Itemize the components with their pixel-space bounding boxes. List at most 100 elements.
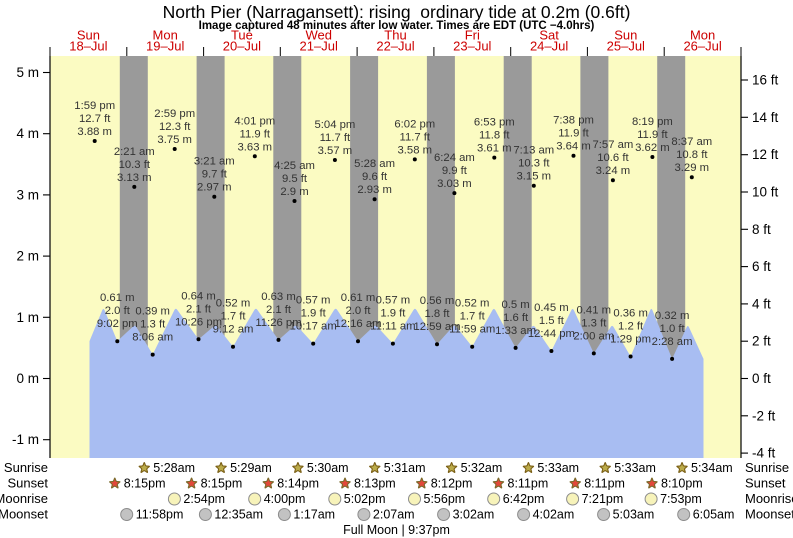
svg-text:7:53pm: 7:53pm [660, 492, 702, 506]
svg-text:9.7 ft: 9.7 ft [202, 169, 228, 181]
svg-text:8:12pm: 8:12pm [431, 477, 473, 491]
svg-text:3 m: 3 m [16, 187, 39, 202]
svg-text:1.2 ft: 1.2 ft [618, 321, 644, 333]
svg-text:4:00pm: 4:00pm [264, 492, 306, 506]
svg-text:9:12 am: 9:12 am [213, 324, 254, 336]
svg-text:2:21 am: 2:21 am [114, 146, 155, 158]
svg-text:1.6 ft: 1.6 ft [503, 312, 529, 324]
svg-text:1.3 ft: 1.3 ft [581, 317, 607, 329]
svg-text:3.75 m: 3.75 m [157, 134, 192, 146]
svg-text:25–Jul: 25–Jul [607, 39, 645, 54]
svg-text:23–Jul: 23–Jul [453, 39, 491, 54]
svg-text:0.52 m: 0.52 m [216, 298, 251, 310]
svg-text:1.9 ft: 1.9 ft [380, 308, 406, 320]
svg-text:8:14pm: 8:14pm [277, 477, 319, 491]
svg-text:5:28 am: 5:28 am [354, 158, 395, 170]
svg-text:3.62 m: 3.62 m [635, 142, 670, 154]
svg-text:5:33am: 5:33am [614, 461, 656, 475]
svg-text:8:37 am: 8:37 am [671, 136, 712, 148]
svg-text:20–Jul: 20–Jul [223, 39, 261, 54]
svg-text:Moonrise: Moonrise [0, 491, 48, 506]
svg-text:10.8 ft: 10.8 ft [676, 149, 708, 161]
svg-text:0.56 m: 0.56 m [420, 295, 455, 307]
svg-text:1.5 ft: 1.5 ft [539, 315, 565, 327]
svg-text:6:42pm: 6:42pm [503, 492, 545, 506]
svg-text:12:44 pm: 12:44 pm [528, 328, 575, 340]
svg-text:3.57 m: 3.57 m [318, 145, 353, 157]
svg-text:11.8 ft: 11.8 ft [479, 130, 510, 142]
svg-text:2.1 ft: 2.1 ft [186, 303, 212, 315]
svg-text:5:34am: 5:34am [691, 461, 733, 475]
svg-text:3.64 m: 3.64 m [556, 141, 591, 153]
svg-text:1.7 ft: 1.7 ft [220, 311, 246, 323]
svg-text:5:02pm: 5:02pm [344, 492, 386, 506]
svg-text:12 ft: 12 ft [752, 147, 779, 162]
svg-text:19–Jul: 19–Jul [146, 39, 184, 54]
svg-text:4:01 pm: 4:01 pm [234, 115, 275, 127]
svg-text:1:29 pm: 1:29 pm [610, 334, 651, 346]
svg-text:0.5 m: 0.5 m [501, 299, 529, 311]
svg-text:3.13 m: 3.13 m [117, 172, 152, 184]
svg-text:3.15 m: 3.15 m [517, 171, 552, 183]
svg-text:0.52 m: 0.52 m [455, 298, 490, 310]
svg-text:11.7 ft: 11.7 ft [320, 132, 351, 144]
svg-text:9.5 ft: 9.5 ft [282, 173, 308, 185]
svg-text:0.61 m: 0.61 m [100, 292, 135, 304]
svg-text:5:56pm: 5:56pm [424, 492, 466, 506]
svg-text:3.63 m: 3.63 m [238, 141, 273, 153]
svg-text:0.36 m: 0.36 m [613, 308, 648, 320]
svg-text:0.45 m: 0.45 m [534, 302, 569, 314]
svg-text:8:10pm: 8:10pm [661, 477, 703, 491]
svg-text:11.9 ft: 11.9 ft [558, 128, 589, 140]
svg-text:5:31am: 5:31am [384, 461, 426, 475]
svg-text:0.61 m: 0.61 m [341, 292, 376, 304]
svg-text:7:21pm: 7:21pm [582, 492, 624, 506]
svg-text:Sunrise: Sunrise [745, 460, 789, 475]
svg-text:1.7 ft: 1.7 ft [460, 311, 486, 323]
svg-text:3.29 m: 3.29 m [675, 162, 710, 174]
svg-text:Sunset: Sunset [745, 476, 786, 491]
svg-text:8:11pm: 8:11pm [584, 477, 625, 491]
svg-text:6:24 am: 6:24 am [434, 152, 475, 164]
svg-text:7:38 pm: 7:38 pm [553, 115, 594, 127]
svg-text:Moonset: Moonset [745, 507, 793, 522]
svg-text:0.57 m: 0.57 m [296, 295, 331, 307]
svg-text:0.39 m: 0.39 m [135, 306, 170, 318]
svg-text:24–Jul: 24–Jul [530, 39, 568, 54]
svg-text:5:30am: 5:30am [307, 461, 349, 475]
svg-text:2.9 m: 2.9 m [280, 186, 308, 198]
svg-text:2.0 ft: 2.0 ft [105, 305, 131, 317]
svg-text:21–Jul: 21–Jul [300, 39, 338, 54]
svg-text:12.3 ft: 12.3 ft [159, 121, 191, 133]
svg-text:11.9 ft: 11.9 ft [637, 129, 668, 141]
svg-text:2:59 pm: 2:59 pm [154, 108, 195, 120]
svg-text:Moonset: Moonset [0, 507, 48, 522]
svg-text:4:02am: 4:02am [533, 508, 575, 522]
svg-text:2.1 ft: 2.1 ft [266, 304, 292, 316]
svg-text:11:59 am: 11:59 am [449, 324, 495, 336]
svg-text:16 ft: 16 ft [752, 73, 779, 88]
svg-text:Sunrise: Sunrise [4, 460, 48, 475]
svg-text:26–Jul: 26–Jul [683, 39, 721, 54]
svg-text:10.6 ft: 10.6 ft [597, 152, 629, 164]
svg-text:2.93 m: 2.93 m [357, 184, 392, 196]
svg-text:10 ft: 10 ft [752, 185, 779, 200]
svg-text:7:13 am: 7:13 am [513, 145, 554, 157]
svg-text:4:25 am: 4:25 am [274, 160, 315, 172]
svg-text:1 m: 1 m [16, 310, 39, 325]
svg-text:1.9 ft: 1.9 ft [301, 308, 327, 320]
svg-text:0.64 m: 0.64 m [181, 290, 216, 302]
svg-text:5:32am: 5:32am [461, 461, 503, 475]
svg-text:9:02 pm: 9:02 pm [97, 318, 138, 330]
svg-text:2:07am: 2:07am [373, 508, 415, 522]
svg-text:5:29am: 5:29am [230, 461, 272, 475]
svg-text:10.3 ft: 10.3 ft [119, 159, 151, 171]
svg-text:0.63 m: 0.63 m [261, 291, 296, 303]
svg-text:2.0 ft: 2.0 ft [345, 305, 371, 317]
svg-text:5:28am: 5:28am [153, 461, 195, 475]
svg-text:8:06 am: 8:06 am [132, 332, 173, 344]
svg-text:1.0 ft: 1.0 ft [660, 323, 686, 335]
svg-text:3.03 m: 3.03 m [437, 178, 472, 190]
svg-text:-1 m: -1 m [12, 432, 39, 447]
svg-text:1.8 ft: 1.8 ft [424, 308, 450, 320]
